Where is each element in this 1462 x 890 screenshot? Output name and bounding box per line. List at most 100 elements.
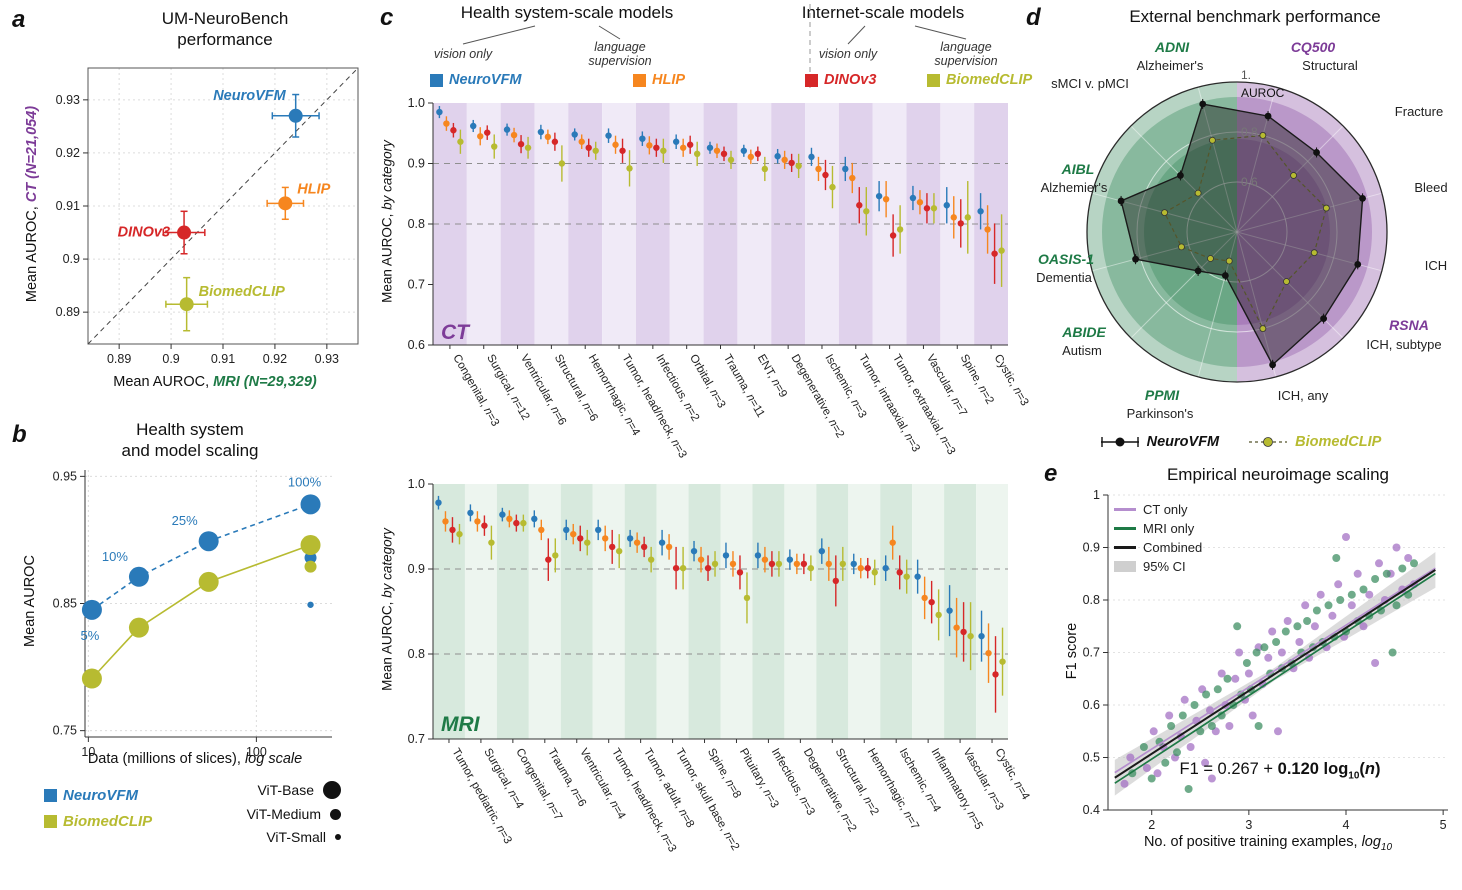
panel-b-title-line2: and model scaling [121, 441, 259, 461]
model-size-dot-icon [335, 834, 341, 840]
task-label: Alzhemier's [1041, 180, 1108, 195]
fit-line-combined [1114, 569, 1436, 779]
equation: F1 = 0.267 + 0.120 log10(n) [1120, 760, 1440, 781]
chart-text: 0.6 [408, 338, 425, 352]
legend-swatch-icon [1114, 561, 1136, 572]
legend-swatch-icon [44, 815, 57, 828]
model-point-neurovfm: NeuroVFM [213, 88, 320, 138]
equation-var: n [1364, 760, 1375, 778]
chart-text: 5% [81, 628, 100, 643]
chart-text: 0.91 [56, 199, 80, 213]
chart-text: 0.9 [1083, 541, 1100, 555]
mri-ylabel-prefix: Mean AUROC, [379, 597, 395, 691]
model-size-dot-icon [323, 781, 341, 799]
chart-text: 0.6 [1083, 698, 1100, 712]
task-label: Fracture [1395, 104, 1443, 119]
panel-d-letter: d [1026, 4, 1041, 31]
ct-corner-label: CT [441, 321, 469, 344]
ct-ylabel: Mean AUROC, by category [380, 97, 395, 347]
legend-item-mri-only: MRI only [1114, 521, 1202, 536]
panel-a-title-line1: UM-NeuroBench [161, 9, 289, 28]
legend-label: NeuroVFM [63, 787, 138, 804]
legend-label: HLIP [652, 72, 686, 88]
panel-b-xlabel-prefix: Data (millions of slices), [87, 751, 245, 767]
chart-text: 0.5 [1083, 751, 1100, 765]
chart-text: 1.0 [408, 477, 425, 491]
legend-item-vit-medium: ViT-Medium [186, 806, 341, 822]
legend-label: BiomedCLIP [1295, 434, 1382, 450]
legend-label: 95% CI [1143, 559, 1186, 574]
note-vision-only-right: vision only [818, 47, 878, 61]
panel-d: d External benchmark performance CQ500 St… [1020, 0, 1462, 462]
category-tick-label: Spine, n=2 [958, 353, 996, 407]
ct-ylabel-prefix: Mean AUROC, [379, 209, 395, 303]
legend-label: BiomedCLIP [946, 72, 1033, 88]
category-tick-label: Tumor, head/neck, n=3 [619, 353, 688, 461]
chart-text: 0.9 [162, 352, 179, 366]
panel-b-size-legend: ViT-Base ViT-Medium ViT-Small [186, 781, 341, 852]
panel-e-legend: CT only MRI only Combined 95% CI [1114, 502, 1202, 578]
scaling-series-biomedclip [81, 535, 321, 689]
chart-text: 1.0 [408, 96, 425, 110]
chart-text: 0.92 [263, 352, 287, 366]
note-line: supervision [588, 54, 652, 69]
ct-ylabel-em: by category [379, 140, 395, 210]
panel-e: e Empirical neuroimage scaling 0.4 0.5 0.6… [1020, 460, 1462, 890]
category-tick-label: Tumor, intraaxial, n=3 [856, 353, 922, 455]
dataset-label-oasis-1: OASIS-1 [1038, 251, 1094, 267]
legend-swatch-icon [1114, 546, 1136, 549]
panel-b-title-line1: Health system [136, 420, 244, 439]
fit-line-mri-only [1114, 572, 1436, 784]
panel-a-ylabel-prefix: Mean AUROC, [24, 202, 40, 303]
chart-text: 2 [1148, 818, 1155, 832]
chart-text: 4 [1343, 818, 1350, 832]
task-label: Dementia [1036, 270, 1092, 285]
dataset-label-cq500: CQ500 [1291, 39, 1336, 55]
chart-text: 5 [1440, 818, 1447, 832]
task-label: Bleed [1414, 180, 1447, 195]
legend-item-dinov3: DINOv3 [805, 72, 876, 88]
equation-sub: 10 [1348, 770, 1360, 782]
chart-text: 0.8 [408, 647, 425, 661]
legend-label: CT only [1143, 502, 1188, 517]
category-tick-label: Tumor, pediatric, n=3 [449, 747, 513, 846]
radial-tick-label: 1. [1241, 68, 1251, 82]
panel-a-title: UM-NeuroBench performance [75, 8, 375, 51]
task-label: ICH, any [1278, 388, 1329, 403]
panel-c-letter: c [380, 4, 394, 31]
legend-item-ct-only: CT only [1114, 502, 1202, 517]
legend-label: NeuroVFM [1146, 434, 1220, 450]
panel-e-title: Empirical neuroimage scaling [1166, 465, 1390, 484]
legend-label: NeuroVFM [449, 72, 522, 88]
category-tick-label: Tumor, extraaxial, n=3 [890, 353, 957, 457]
note-line: supervision [934, 54, 998, 69]
task-label: Parkinson's [1127, 406, 1194, 421]
legend-item-hlip: HLIP [633, 72, 685, 88]
panel-a-ylabel: Mean AUROC, CT (N=21,054) [24, 66, 40, 342]
category-tick-label: ENT, n=9 [755, 353, 789, 400]
model-point-hlip: HLIP [266, 181, 331, 221]
panel-c-header-decoration [462, 4, 967, 88]
legend-swatch-icon [44, 789, 57, 802]
dashed-dot-icon [1249, 437, 1288, 447]
mri-ylabel: Mean AUROC, by category [380, 485, 395, 735]
panel-e-xlabel-sub: 10 [1380, 841, 1393, 853]
note-language-supervision-right: language supervision [921, 40, 1011, 69]
panel-a-title-line2: performance [177, 30, 273, 50]
note-line: language [594, 40, 646, 54]
panel-e-xlabel: No. of positive training examples, log10 [1088, 834, 1448, 853]
panel-b-xlabel-em: log scale [244, 751, 303, 767]
panel-a-ylabel-em: CT (N=21,054) [24, 105, 40, 203]
errorbar-dot-icon [1100, 437, 1139, 447]
model-point-dinov3: DINOv3 [118, 210, 206, 255]
equation-bold: 0.120 log [1277, 760, 1349, 778]
panel-e-letter: e [1044, 460, 1058, 487]
bracket-line [914, 25, 967, 40]
legend-label: ViT-Base [257, 782, 314, 798]
panel-b-title: Health system and model scaling [40, 419, 340, 462]
group-title-health-system: Health system-scale models [460, 3, 674, 22]
legend-item-vit-small: ViT-Small [186, 829, 341, 845]
panel-a-letter: a [12, 6, 26, 33]
legend-swatch-icon [430, 73, 443, 87]
